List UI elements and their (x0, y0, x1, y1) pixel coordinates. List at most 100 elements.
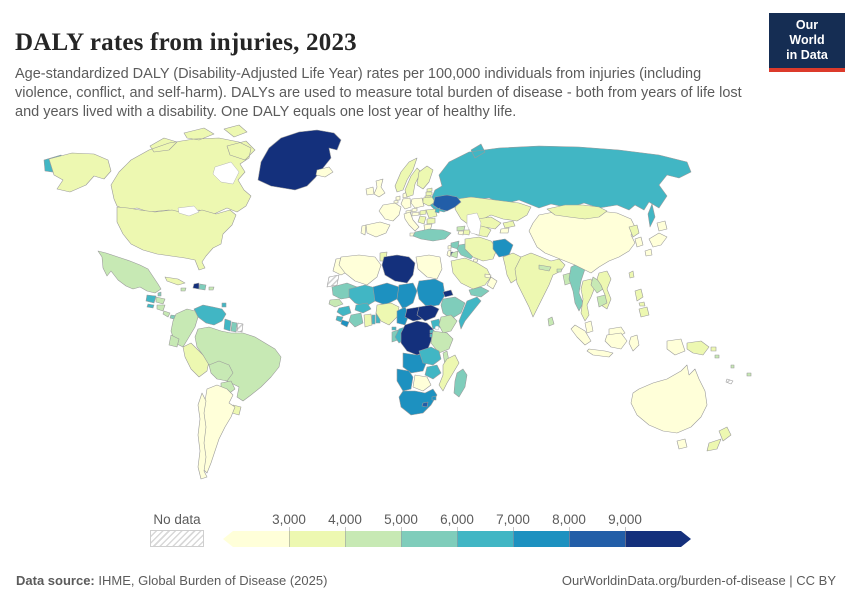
country-israel[interactable] (446, 249, 452, 258)
country-zimbabwe[interactable] (424, 364, 442, 380)
country-libya[interactable] (381, 254, 416, 284)
country-finland[interactable] (416, 165, 434, 190)
country-eswatini[interactable] (431, 395, 437, 401)
country-turkey[interactable] (412, 228, 452, 242)
country-usa-alaska[interactable] (48, 152, 112, 193)
country-kuwait[interactable] (472, 258, 479, 263)
country-angola[interactable] (402, 352, 428, 374)
country-niger[interactable] (372, 282, 400, 306)
country-brazil[interactable] (194, 326, 282, 402)
legend-bin-7[interactable] (625, 531, 681, 547)
country-tajikistan[interactable] (499, 227, 510, 234)
country-papua-new-guinea[interactable] (686, 340, 717, 356)
country-moldova[interactable] (434, 207, 441, 214)
country-norway[interactable] (394, 157, 418, 193)
country-belgium[interactable] (393, 199, 399, 204)
country-taiwan[interactable] (628, 270, 635, 279)
country-venezuela[interactable] (193, 304, 227, 326)
country-poland[interactable] (410, 197, 425, 209)
country-jordan[interactable] (450, 250, 459, 259)
country-china[interactable] (528, 208, 636, 274)
country-chile[interactable] (197, 392, 208, 480)
country-vanuatu[interactable] (730, 364, 735, 369)
country-ukraine[interactable] (432, 194, 462, 212)
country-new-zealand[interactable] (706, 426, 732, 452)
country-latvia[interactable] (425, 191, 433, 197)
country-portugal[interactable] (360, 224, 367, 236)
country-australia[interactable] (630, 364, 708, 450)
country-liberia[interactable] (340, 319, 350, 328)
country-germany[interactable] (400, 197, 412, 210)
country-el-salvador[interactable] (146, 303, 155, 309)
country-france[interactable] (378, 202, 402, 222)
country-czechia[interactable] (411, 207, 418, 213)
country-argentina[interactable] (202, 384, 236, 474)
country-oman[interactable] (486, 276, 498, 290)
legend-bin-3[interactable] (401, 531, 457, 547)
country-south-korea[interactable] (634, 236, 644, 248)
country-saudi-arabia[interactable] (450, 257, 492, 290)
country-eritrea[interactable] (442, 289, 454, 298)
country-egypt[interactable] (415, 254, 443, 280)
country-mexico[interactable] (97, 250, 162, 294)
country-iceland[interactable] (315, 166, 334, 178)
country-ireland[interactable] (365, 186, 375, 196)
country-equatorial-guinea[interactable] (391, 326, 397, 331)
country-kenya[interactable] (438, 314, 458, 334)
country-honduras[interactable] (155, 296, 166, 305)
country-algeria[interactable] (338, 254, 382, 286)
country-south-africa[interactable] (398, 388, 438, 416)
country-greenland[interactable] (257, 129, 342, 191)
country-cameroon[interactable] (396, 306, 410, 326)
country-mongolia[interactable] (546, 204, 608, 220)
country-cambodia[interactable] (596, 294, 608, 308)
country-guinea[interactable] (336, 305, 352, 317)
country-jamaica[interactable] (180, 287, 187, 292)
country-bulgaria[interactable] (426, 217, 436, 225)
country-sierra-leone[interactable] (335, 315, 344, 323)
country-belarus[interactable] (422, 196, 436, 207)
country-armenia[interactable] (457, 230, 465, 236)
country-puerto-rico[interactable] (208, 286, 215, 291)
country-bhutan[interactable] (556, 268, 563, 273)
country-french-guiana[interactable] (236, 322, 244, 333)
country-united-kingdom[interactable] (373, 178, 386, 198)
country-togo[interactable] (371, 314, 376, 325)
country-burkina-faso[interactable] (354, 302, 372, 314)
country-peru[interactable] (182, 342, 210, 378)
country-kyrgyzstan[interactable] (502, 220, 516, 229)
country-sri-lanka[interactable] (547, 316, 555, 327)
country-romania[interactable] (425, 208, 438, 219)
country-dominican-republic[interactable] (198, 283, 207, 291)
country-costa-rica[interactable] (162, 310, 171, 318)
legend-bin-4[interactable] (457, 531, 513, 547)
country-india[interactable] (514, 252, 566, 318)
country-ecuador[interactable] (168, 334, 180, 348)
country-spain[interactable] (365, 221, 391, 238)
country-cote-divoire[interactable] (348, 312, 364, 328)
country-bolivia[interactable] (208, 360, 234, 382)
legend-bin-0[interactable] (233, 531, 289, 547)
legend-bin-5[interactable] (513, 531, 569, 547)
country-sudan[interactable] (416, 278, 446, 308)
country-botswana[interactable] (412, 374, 432, 392)
country-senegal[interactable] (328, 298, 344, 308)
country-estonia[interactable] (426, 187, 433, 193)
country-namibia[interactable] (396, 368, 414, 392)
country-north-korea[interactable] (628, 224, 640, 238)
country-tanzania[interactable] (430, 330, 454, 354)
country-zambia[interactable] (418, 346, 442, 366)
country-western-sahara[interactable] (326, 274, 340, 288)
country-solomon-islands[interactable] (714, 354, 720, 359)
country-united-states[interactable] (116, 206, 237, 271)
country-netherlands[interactable] (395, 195, 401, 201)
country-new-caledonia[interactable] (725, 378, 734, 385)
country-lesotho[interactable] (421, 401, 429, 408)
country-belize[interactable] (157, 291, 162, 297)
country-somalia[interactable] (458, 296, 482, 330)
country-ethiopia[interactable] (440, 296, 466, 320)
country-vietnam[interactable] (596, 270, 612, 310)
legend-bin-1[interactable] (289, 531, 345, 547)
country-philippines[interactable] (634, 288, 650, 318)
owid-logo[interactable]: Our World in Data (769, 13, 845, 73)
